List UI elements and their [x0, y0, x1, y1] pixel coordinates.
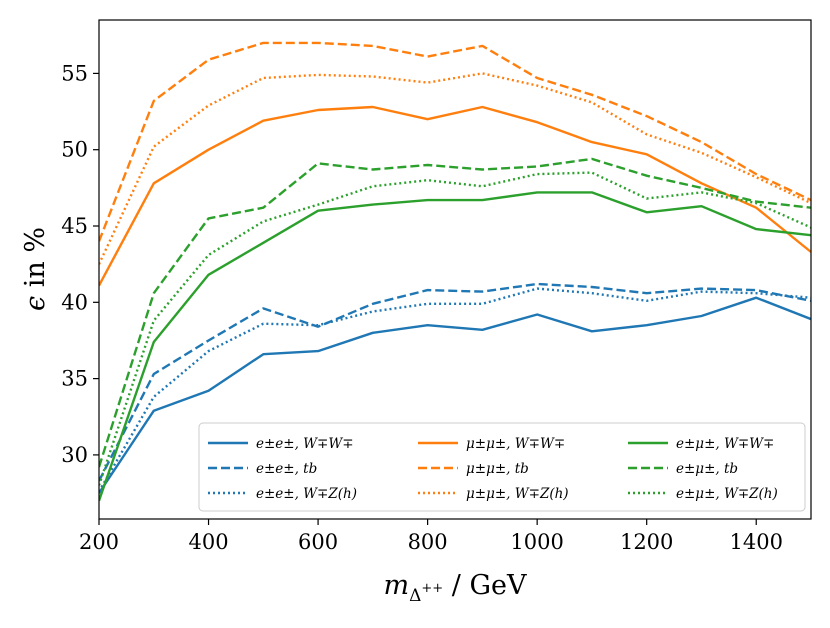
y-tick-label: 35	[61, 367, 88, 391]
x-axis: 200 400 600 800 1000 1200 1400	[79, 519, 783, 554]
series-line-2	[99, 287, 811, 493]
y-tick-label: 55	[61, 61, 88, 85]
legend-box	[198, 422, 806, 512]
y-tick-label: 30	[61, 443, 88, 467]
x-axis-title: mΔ++ / GeV	[384, 570, 527, 606]
legend-label-4: μ±μ±, tb	[466, 461, 529, 477]
y-axis: 30 35 40 45 50 55	[61, 61, 99, 467]
y-tick-label: 50	[61, 138, 88, 162]
legend-label-6: e±μ±, W∓W∓	[676, 436, 774, 452]
x-tick-label: 1400	[730, 530, 783, 554]
x-tick-label: 600	[298, 530, 338, 554]
series-line-5	[99, 72, 811, 265]
x-tick-label: 400	[188, 530, 228, 554]
legend-label-8: e±μ±, W∓Z(h)	[676, 486, 778, 502]
legend-label-3: μ±μ±, W∓W∓	[466, 436, 565, 452]
legend-label-5: μ±μ±, W∓Z(h)	[466, 486, 569, 502]
plot-frame	[98, 19, 812, 520]
series-line-1	[99, 282, 811, 482]
series-line-6	[99, 191, 811, 502]
legend-label-7: e±μ±, tb	[676, 461, 738, 477]
legend-label-1: e±e±, tb	[256, 461, 317, 477]
y-tick-label: 45	[61, 214, 88, 238]
series-layer	[99, 41, 811, 502]
series-line-3	[99, 105, 811, 287]
y-tick-label: 40	[61, 290, 88, 314]
x-tick-label: 1200	[620, 530, 673, 554]
series-line-4	[99, 41, 811, 242]
series-line-7	[99, 157, 811, 468]
series-line-8	[99, 171, 811, 486]
legend-label-2: e±e±, W∓Z(h)	[256, 486, 357, 502]
x-tick-label: 800	[408, 530, 448, 554]
series-line-0	[99, 296, 811, 494]
x-tick-label: 1000	[510, 530, 563, 554]
y-axis-title: ϵ in %	[20, 227, 51, 311]
legend: e±e±, W∓W∓ e±e±, tb e±e±, W∓Z(h) μ±μ±, W∓W∓…	[198, 422, 806, 512]
x-tick-label: 200	[79, 530, 119, 554]
legend-label-0: e±e±, W∓W∓	[256, 436, 354, 452]
